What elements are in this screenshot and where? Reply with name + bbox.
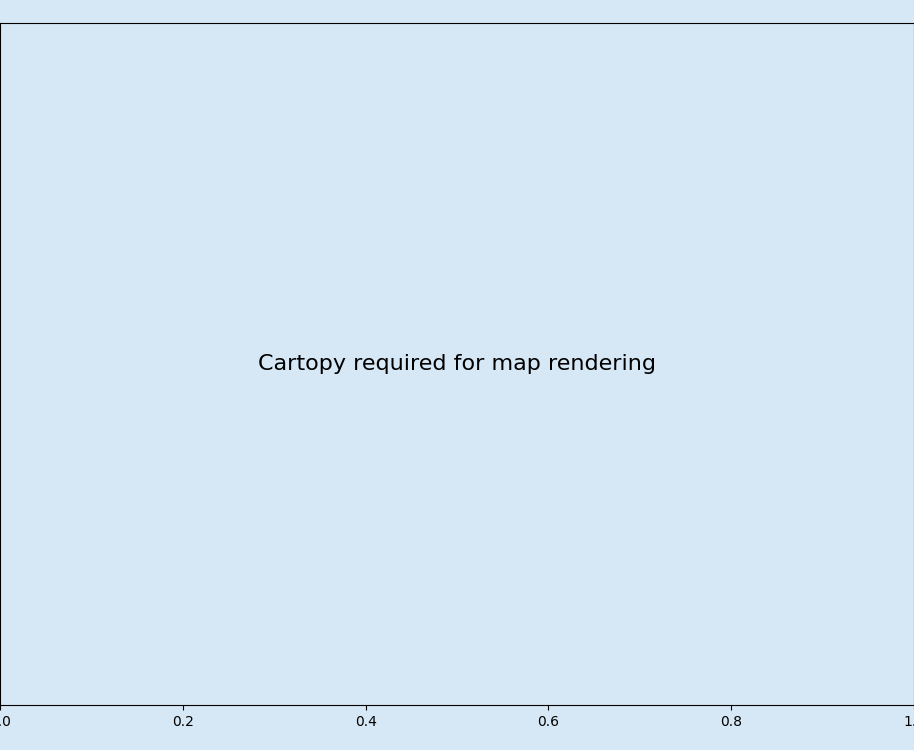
Text: Cartopy required for map rendering: Cartopy required for map rendering bbox=[258, 354, 656, 374]
